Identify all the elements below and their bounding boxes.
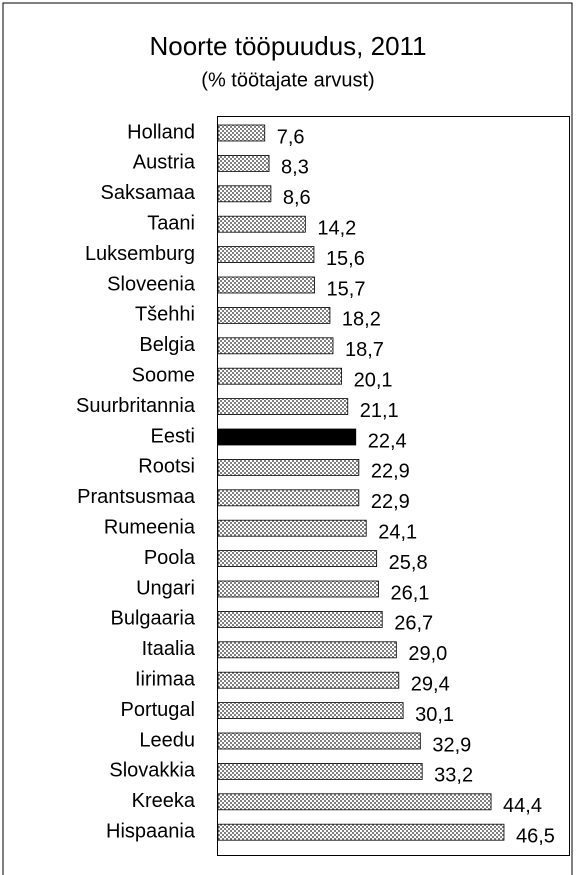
- category-label: Luksemburg: [85, 243, 195, 265]
- value-label: 29,4: [411, 673, 450, 695]
- bar: [217, 185, 272, 203]
- category-label: Eesti: [151, 425, 195, 447]
- chart-subtitle: (% töötajate arvust): [201, 69, 374, 91]
- chart-title: Noorte tööpuudus, 2011: [149, 31, 426, 61]
- bar: [217, 732, 421, 750]
- value-label: 24,1: [378, 521, 417, 543]
- category-label: Iirimaa: [135, 668, 196, 690]
- bar: [217, 793, 492, 811]
- value-label: 15,6: [326, 248, 365, 270]
- category-label: Suurbritannia: [76, 395, 196, 417]
- bar: [217, 823, 505, 841]
- value-label: 25,8: [389, 552, 428, 574]
- category-label: Kreeka: [132, 790, 196, 812]
- value-label: 26,1: [391, 582, 430, 604]
- value-label: 8,6: [283, 187, 311, 209]
- value-label: 30,1: [415, 704, 454, 726]
- bar: [217, 671, 400, 689]
- bar: [217, 246, 315, 264]
- value-label: 18,2: [342, 309, 381, 331]
- bar: [217, 550, 378, 567]
- value-label: 7,6: [277, 126, 305, 148]
- value-label: 33,2: [434, 765, 473, 787]
- bar: [217, 154, 270, 172]
- bar: [217, 398, 349, 416]
- category-label: Prantsusmaa: [77, 486, 196, 508]
- value-label: 29,0: [408, 643, 447, 665]
- bar: [217, 215, 306, 233]
- category-label: Rumeenia: [104, 516, 196, 538]
- category-label: Itaalia: [142, 638, 196, 660]
- bar: [217, 306, 331, 324]
- category-label: Tšehhi: [135, 304, 195, 326]
- bar: [217, 124, 266, 142]
- value-label: 32,9: [432, 734, 471, 756]
- category-label: Leedu: [139, 729, 195, 751]
- category-label: Portugal: [121, 699, 196, 721]
- category-label: Saksamaa: [101, 182, 196, 204]
- bar: [217, 611, 383, 628]
- category-label: Bulgaaria: [110, 608, 195, 630]
- value-label: 20,1: [354, 369, 393, 391]
- value-label: 44,4: [503, 795, 542, 817]
- category-label: Ungari: [136, 577, 195, 599]
- bar: [217, 337, 334, 355]
- category-label: Austria: [133, 152, 196, 174]
- value-label: 18,7: [345, 339, 384, 361]
- bar: [217, 367, 343, 385]
- value-label: 15,7: [327, 278, 366, 300]
- category-label: Holland: [127, 121, 195, 143]
- bar: [217, 763, 423, 780]
- value-label: 46,5: [516, 825, 555, 847]
- category-label: Hispaania: [106, 820, 196, 842]
- category-label: Rootsi: [138, 456, 195, 478]
- bar: [217, 519, 367, 537]
- bar: [217, 489, 360, 507]
- bar: [217, 428, 357, 446]
- bar: [217, 702, 404, 719]
- value-label: 22,9: [371, 461, 410, 483]
- plot-area: [217, 116, 570, 856]
- category-label: Taani: [147, 212, 195, 234]
- bar: [217, 580, 379, 598]
- value-label: 21,1: [360, 400, 399, 422]
- category-label: Belgia: [139, 334, 195, 356]
- category-label: Poola: [144, 547, 196, 569]
- category-label: Sloveenia: [107, 273, 196, 295]
- bar: [217, 276, 315, 294]
- value-label: 26,7: [394, 613, 433, 635]
- value-label: 22,9: [371, 491, 410, 513]
- value-label: 14,2: [317, 217, 356, 239]
- value-label: 22,4: [368, 430, 407, 452]
- category-label: Slovakkia: [109, 760, 195, 782]
- bar: [217, 458, 360, 476]
- value-label: 8,3: [281, 157, 309, 179]
- category-label: Soome: [132, 364, 195, 386]
- bar: [217, 641, 397, 659]
